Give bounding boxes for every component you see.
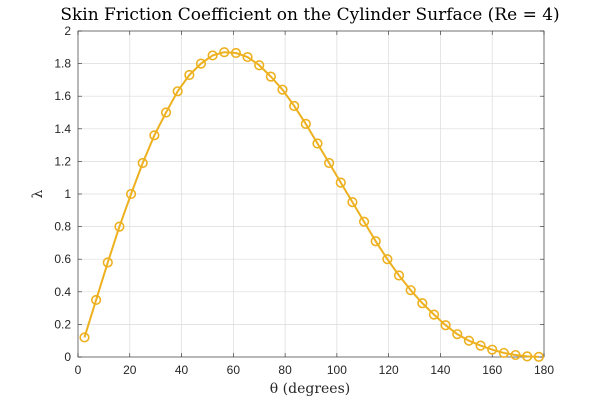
- data-point: [347, 197, 358, 208]
- data-point: [300, 118, 311, 130]
- y-tick-label: 1.6: [54, 89, 71, 103]
- x-tick-label: 20: [123, 363, 137, 377]
- data-point: [382, 254, 393, 265]
- data-point: [149, 130, 160, 141]
- data-point: [533, 351, 544, 362]
- data-point: [102, 257, 113, 268]
- x-tick-label: 180: [534, 363, 554, 377]
- data-point: [312, 138, 323, 149]
- data-series: [79, 47, 544, 362]
- x-tick-label: 80: [278, 363, 292, 377]
- x-axis-label: θ (degrees): [270, 381, 350, 397]
- chart-title: Skin Friction Coefficient on the Cylinde…: [60, 5, 559, 25]
- data-point: [91, 294, 102, 306]
- data-point: [125, 188, 137, 200]
- y-tick-label: 1.8: [54, 57, 71, 71]
- data-point: [79, 332, 90, 343]
- data-point: [219, 47, 230, 58]
- y-tick-label: 1.2: [54, 154, 71, 168]
- data-point: [358, 216, 370, 227]
- data-point: [510, 349, 521, 361]
- data-point: [440, 320, 451, 331]
- x-tick-label: 40: [175, 363, 189, 377]
- y-axis-label: λ: [30, 189, 46, 198]
- x-tick-label: 60: [227, 363, 241, 377]
- y-tick-label: 0.6: [54, 252, 71, 266]
- x-tick-label: 140: [430, 363, 450, 377]
- data-point: [265, 71, 276, 82]
- x-tick-label: 160: [482, 363, 502, 377]
- data-point: [114, 221, 125, 232]
- data-point: [417, 298, 428, 309]
- y-tick-label: 0.8: [54, 220, 71, 234]
- data-point: [335, 177, 346, 188]
- y-tick-label: 2: [64, 24, 71, 38]
- y-tick-label: 1.4: [54, 122, 71, 136]
- data-point: [254, 60, 265, 71]
- data-point: [370, 236, 381, 247]
- data-point: [207, 50, 218, 61]
- data-point: [498, 347, 509, 359]
- data-point: [277, 84, 288, 95]
- data-point: [242, 51, 253, 63]
- y-tick-label: 1: [64, 187, 71, 201]
- data-point: [324, 157, 335, 169]
- y-tick-label: 0.2: [54, 317, 71, 331]
- data-point: [487, 344, 498, 355]
- data-point: [522, 351, 533, 362]
- axis-ticks: 0 20 40 60 80 100 120 140 160 180 0 0.2 0.4 0.6 0.8 1 1.…: [54, 24, 554, 377]
- data-point: [475, 340, 486, 351]
- x-tick-label: 120: [379, 363, 399, 377]
- y-tick-label: 0: [64, 350, 71, 364]
- data-point: [195, 58, 207, 69]
- data-point: [289, 100, 300, 112]
- series-line: [83, 51, 539, 358]
- x-tick-label: 100: [327, 363, 347, 377]
- data-point: [137, 157, 148, 169]
- data-point: [393, 270, 405, 281]
- x-tick-label: 0: [75, 363, 82, 377]
- data-point: [428, 309, 440, 320]
- data-point: [230, 47, 242, 59]
- y-tick-label: 0.4: [54, 285, 71, 299]
- data-point: [405, 285, 416, 296]
- data-point: [463, 335, 475, 346]
- data-point: [160, 107, 172, 118]
- data-point: [184, 69, 195, 81]
- data-point: [452, 329, 463, 340]
- data-point: [172, 86, 183, 97]
